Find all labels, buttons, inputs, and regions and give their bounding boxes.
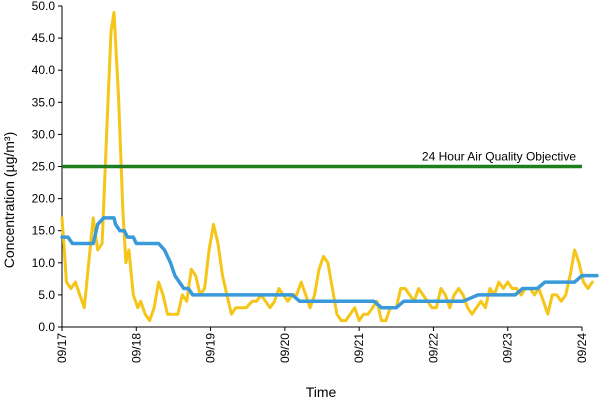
x-tick-label: 09/22	[426, 333, 440, 363]
y-tick-label: 25.0	[32, 160, 56, 174]
y-tick-label: 20.0	[32, 192, 56, 206]
y-tick-label: 10.0	[32, 256, 56, 270]
y-tick-label: 30.0	[32, 127, 56, 141]
series-line-1	[60, 216, 599, 310]
x-axis-label: Time	[306, 384, 337, 400]
y-tick-label: 45.0	[32, 31, 56, 45]
y-tick-label: 0.0	[38, 320, 55, 334]
x-tick-label: 09/17	[55, 333, 69, 363]
series-layer	[60, 10, 599, 323]
y-axis: 0.0 5.0 10.0 15.0 20.0 25.0 30.0 35.0 40.0 45.0 50…	[32, 0, 63, 334]
x-tick-label: 09/21	[352, 333, 366, 363]
y-tick-label: 50.0	[32, 0, 56, 13]
x-axis: 09/17 09/18 09/19 09/20 09/21 09/22 09/23 09/24	[55, 326, 589, 363]
x-tick-label: 09/23	[501, 333, 515, 363]
y-axis-label: Concentration (µg/m³)	[1, 132, 17, 268]
y-tick-label: 40.0	[32, 63, 56, 77]
x-tick-label: 09/18	[129, 333, 143, 363]
y-tick-label: 5.0	[38, 288, 55, 302]
annotation-layer: 24 Hour Air Quality Objective	[62, 150, 582, 169]
objective-label: 24 Hour Air Quality Objective	[422, 150, 576, 164]
y-tick-label: 35.0	[32, 95, 56, 109]
series-line-0	[60, 10, 594, 323]
x-tick-label: 09/19	[204, 333, 218, 363]
x-tick-label: 09/20	[278, 333, 292, 363]
y-tick-label: 15.0	[32, 224, 56, 238]
x-tick-label: 09/24	[575, 333, 589, 363]
